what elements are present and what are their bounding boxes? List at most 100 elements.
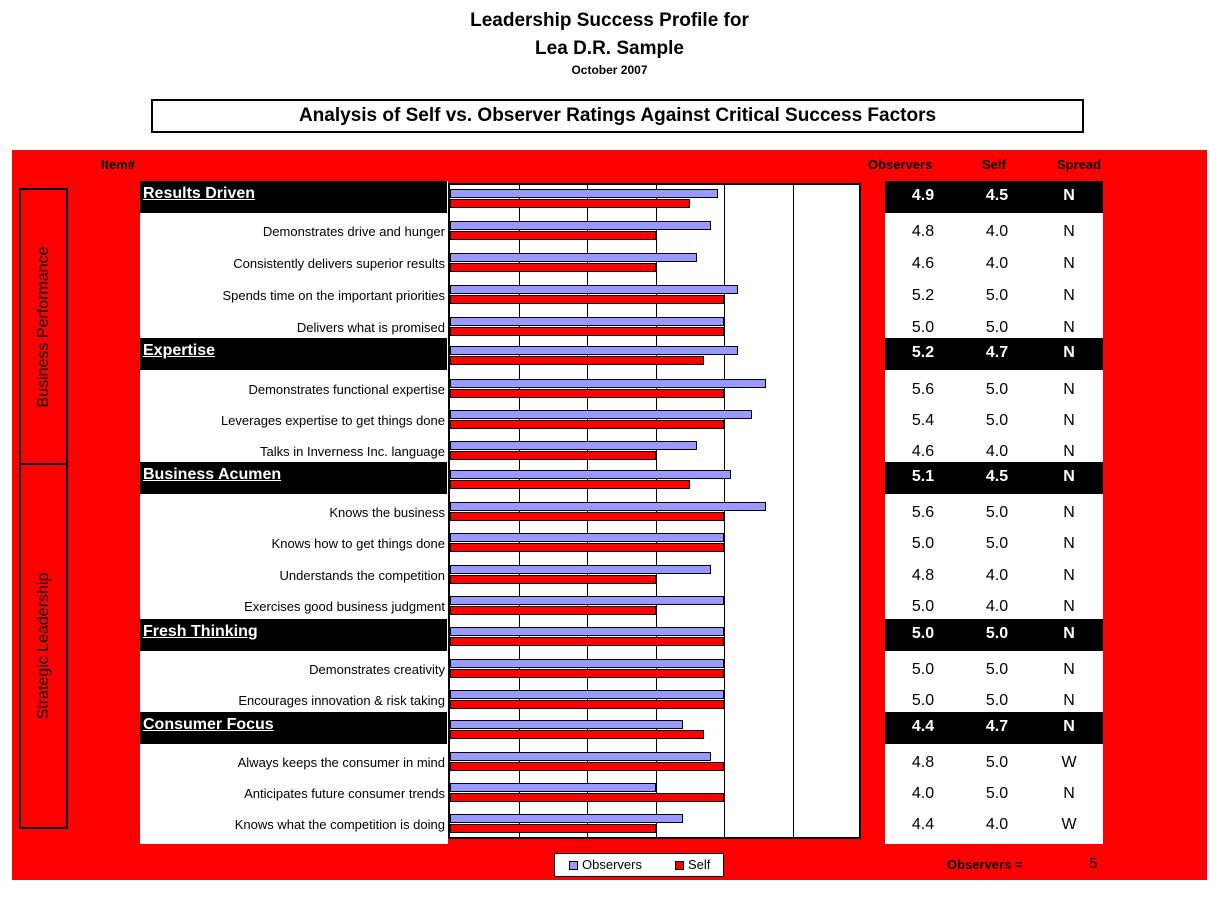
spread-value: N [1063, 504, 1075, 521]
self-score: 4.0 [985, 443, 1009, 460]
self-bar [450, 263, 656, 272]
self-bar [450, 543, 725, 552]
item-score-row: 5.6 5.0 N [885, 494, 1103, 526]
spread-value: N [1063, 468, 1075, 485]
observers-bar [450, 814, 684, 823]
item-score-row: 5.0 5.0 N [885, 651, 1103, 683]
observers-bar [450, 346, 739, 355]
item-score-row: 4.8 4.0 N [885, 557, 1103, 589]
self-score: 5.0 [985, 692, 1009, 709]
item-score-row: 5.0 4.0 N [885, 588, 1103, 620]
category-label: Expertise [140, 338, 447, 370]
self-score: 4.0 [985, 816, 1009, 833]
observers-score: 5.0 [911, 625, 935, 642]
observers-bar [450, 253, 697, 262]
self-bar [450, 480, 691, 489]
self-score: 4.0 [985, 223, 1009, 240]
observers-score: 5.2 [911, 287, 935, 304]
self-bar [450, 389, 725, 398]
self-score: 4.0 [985, 255, 1009, 272]
item-label: Talks in Inverness Inc. language [260, 444, 445, 459]
item-score-row: 4.8 5.0 W [885, 744, 1103, 776]
self-bar [450, 762, 725, 771]
observers-count-label: Observers = [947, 857, 1023, 872]
observers-score: 5.0 [911, 535, 935, 552]
item-label: Always keeps the consumer in mind [237, 755, 445, 770]
legend-observers-label: Observers [582, 857, 642, 872]
spread-value: N [1063, 785, 1075, 802]
spread-value: N [1063, 661, 1075, 678]
observers-bar [450, 690, 725, 699]
self-score: 5.0 [985, 504, 1009, 521]
observers-score: 5.6 [911, 504, 935, 521]
self-bar [450, 356, 704, 365]
category-label: Results Driven [140, 181, 447, 213]
observers-bar [450, 470, 732, 479]
observers-score: 4.9 [911, 187, 935, 204]
observers-bar [450, 285, 739, 294]
legend-self-swatch [675, 861, 684, 870]
item-label: Anticipates future consumer trends [244, 786, 445, 801]
spread-value: N [1063, 319, 1075, 336]
observers-score: 4.8 [911, 754, 935, 771]
observers-bar [450, 659, 725, 668]
bar-plot-area [448, 183, 861, 839]
self-bar [450, 700, 725, 709]
spread-value: N [1063, 223, 1075, 240]
self-score: 5.0 [985, 319, 1009, 336]
spread-value: N [1063, 625, 1075, 642]
observers-bar [450, 627, 725, 636]
item-label: Consistently delivers superior results [233, 256, 445, 271]
category-label: Consumer Focus [140, 712, 447, 744]
spread-value: N [1063, 718, 1075, 735]
spread-value: N [1063, 535, 1075, 552]
spread-value: N [1063, 567, 1075, 584]
category-score-row: 4.9 4.5 N [885, 181, 1103, 213]
self-score: 4.5 [985, 187, 1009, 204]
spread-column-header: Spread [1057, 157, 1102, 172]
self-score: 5.0 [985, 625, 1009, 642]
category-score-row: 5.0 5.0 N [885, 619, 1103, 651]
item-score-row: 5.0 5.0 N [885, 682, 1103, 714]
item-score-row: 5.4 5.0 N [885, 402, 1103, 434]
gridline [724, 185, 726, 837]
observers-bar [450, 783, 656, 792]
observers-bar [450, 596, 725, 605]
side-label-strategic-leadership: Strategic Leadership [19, 463, 68, 829]
item-label: Leverages expertise to get things done [220, 413, 445, 428]
spread-value: N [1063, 443, 1075, 460]
self-score: 5.0 [985, 785, 1009, 802]
observers-score: 5.0 [911, 661, 935, 678]
report-date: October 2007 [571, 63, 648, 77]
item-label: Understands the competition [279, 568, 445, 583]
item-label: Knows the business [329, 505, 445, 520]
spread-value: W [1061, 754, 1077, 771]
item-label: Demonstrates functional expertise [248, 382, 445, 397]
spread-value: N [1063, 381, 1075, 398]
item-label: Knows how to get things done [271, 536, 445, 551]
self-bar [450, 606, 656, 615]
category-score-row: 5.1 4.5 N [885, 462, 1103, 494]
gridline [793, 185, 794, 837]
item-score-row: 5.0 5.0 N [885, 309, 1103, 341]
item-score-row: 4.0 5.0 N [885, 775, 1103, 807]
self-score: 5.0 [985, 412, 1009, 429]
legend-self-label: Self [688, 857, 711, 872]
self-bar [450, 451, 656, 460]
item-score-row: 4.8 4.0 N [885, 213, 1103, 245]
self-score: 4.0 [985, 567, 1009, 584]
category-label: Fresh Thinking [140, 619, 447, 651]
item-score-row: 4.6 4.0 N [885, 433, 1103, 465]
side-label-text: Strategic Leadership [34, 572, 52, 720]
item-label: Encourages innovation & risk taking [238, 693, 445, 708]
spread-value: N [1063, 255, 1075, 272]
item-score-row: 4.4 4.0 W [885, 806, 1103, 838]
item-label: Exercises good business judgment [244, 599, 445, 614]
spread-value: N [1063, 187, 1075, 204]
self-bar [450, 793, 725, 802]
gridline [518, 185, 520, 837]
side-label-business-performance: Business Performance [19, 188, 68, 465]
observers-bar [450, 565, 711, 574]
item-number-header: Item# [101, 157, 135, 172]
observers-bar [450, 379, 766, 388]
